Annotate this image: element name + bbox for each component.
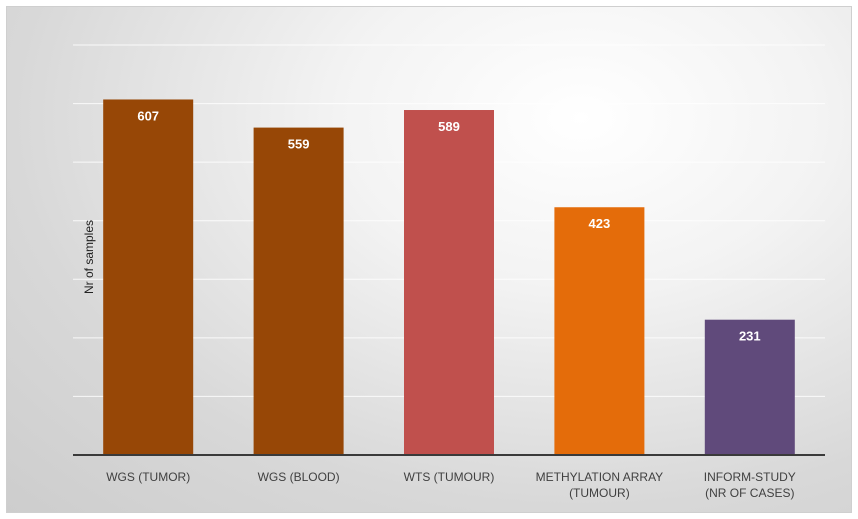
bar [103,99,194,455]
category-label: WTS (TUMOUR) [404,470,495,484]
bar [554,207,645,455]
data-label: 231 [739,329,761,344]
bar [704,319,795,455]
bar-chart: 607 559 589 423 231 WGS (TUMOR) WGS (BLOOD) WT… [73,44,825,500]
bar [404,110,494,455]
category-labels: WGS (TUMOR) WGS (BLOOD) WTS (TUMOUR) METHYL… [106,470,796,500]
chart-frame: 607 559 589 423 231 WGS (TUMOR) WGS (BLOOD) WT… [6,6,852,513]
data-label: 559 [288,137,310,152]
category-label: WGS (TUMOR) [106,470,190,484]
data-label: 589 [438,119,460,134]
data-labels: 607 559 589 423 231 [137,108,760,343]
y-axis-title: Nr of samples [82,220,96,294]
category-label: METHYLATION ARRAY [536,470,664,484]
data-label: 607 [137,108,159,123]
bar [253,127,344,455]
category-label: WGS (BLOOD) [258,470,340,484]
category-label: INFORM-STUDY [704,470,796,484]
category-label: (NR OF CASES) [705,486,794,500]
bars [103,99,795,455]
category-label: (TUMOUR) [569,486,630,500]
data-label: 423 [589,216,611,231]
